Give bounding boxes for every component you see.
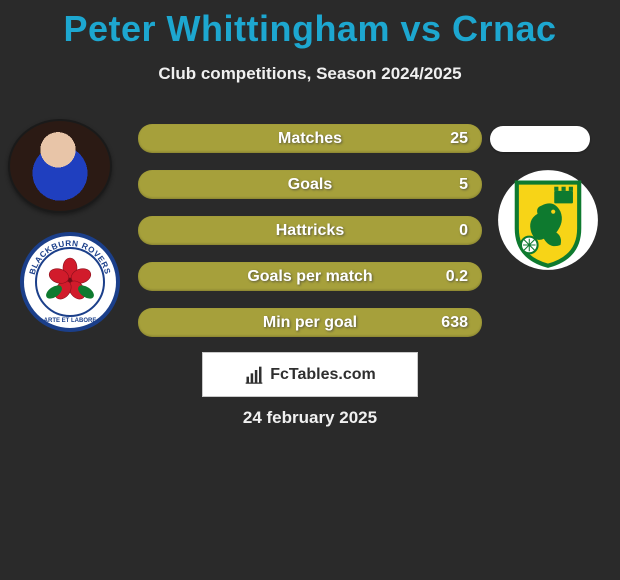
stat-row-min-per-goal: Min per goal 638 [138, 308, 482, 337]
norwich-city-badge-icon [496, 168, 600, 272]
stat-label: Hattricks [276, 222, 344, 240]
stat-row-goals-per-match: Goals per match 0.2 [138, 262, 482, 291]
stats-panel: Matches 25 Goals 5 Hattricks 0 Goals per… [138, 124, 482, 354]
brand-text: FcTables.com [270, 366, 376, 384]
club-badge-right [496, 168, 600, 272]
brand-attribution: FcTables.com [202, 352, 418, 397]
svg-text:ARTE ET LABORE: ARTE ET LABORE [44, 318, 97, 324]
player-right-placeholder-pill [490, 126, 590, 152]
page-subtitle: Club competitions, Season 2024/2025 [0, 64, 620, 84]
stat-value: 25 [450, 130, 468, 148]
player-left-avatar-image [8, 119, 112, 213]
stat-value: 638 [441, 314, 468, 332]
stat-label: Goals per match [247, 268, 372, 286]
stat-row-hattricks: Hattricks 0 [138, 216, 482, 245]
stat-value: 5 [459, 176, 468, 194]
page-title: Peter Whittingham vs Crnac [0, 0, 620, 50]
stat-row-matches: Matches 25 [138, 124, 482, 153]
footer-date: 24 february 2025 [0, 408, 620, 428]
bar-chart-icon [244, 365, 264, 385]
stat-label: Matches [278, 130, 342, 148]
blackburn-rovers-badge-icon: BLACKBURN ROVERS ARTE ET LABORE [20, 232, 120, 332]
stat-value: 0.2 [446, 268, 468, 286]
club-badge-left: BLACKBURN ROVERS ARTE ET LABORE [20, 232, 120, 332]
stat-row-goals: Goals 5 [138, 170, 482, 199]
stat-label: Min per goal [263, 314, 357, 332]
stat-label: Goals [288, 176, 332, 194]
player-left-avatar [8, 119, 112, 213]
stat-value: 0 [459, 222, 468, 240]
